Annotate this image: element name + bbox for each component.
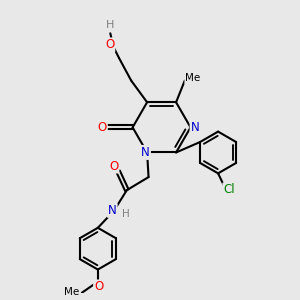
- Text: O: O: [109, 160, 119, 172]
- Text: N: N: [108, 204, 117, 217]
- Text: H: H: [122, 209, 130, 220]
- Text: Me: Me: [64, 287, 80, 297]
- Text: O: O: [94, 280, 103, 293]
- Text: O: O: [98, 121, 107, 134]
- Text: N: N: [190, 121, 199, 134]
- Text: Me: Me: [185, 73, 200, 83]
- Text: H: H: [106, 20, 115, 30]
- Text: O: O: [105, 38, 114, 51]
- Text: Cl: Cl: [223, 183, 235, 196]
- Text: N: N: [141, 146, 150, 159]
